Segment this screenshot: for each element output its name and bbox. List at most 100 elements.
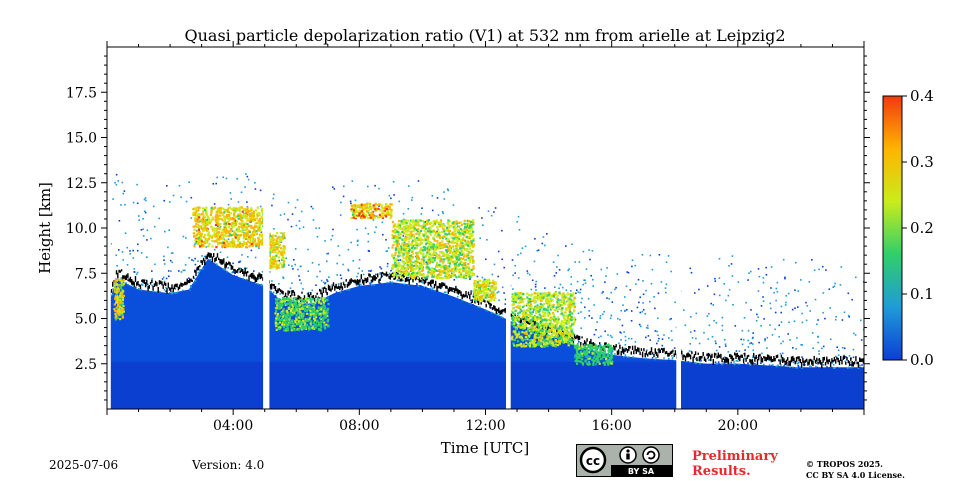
speckle-point [283,213,286,215]
depol-cell [429,271,432,274]
depol-cell [435,219,438,222]
depol-cell [429,256,432,259]
depol-cell [236,230,239,233]
noise-mark [202,257,205,261]
depol-cell [210,236,214,239]
depol-cell [352,213,355,216]
depol-cell [479,298,482,301]
depol-cell [426,219,429,222]
depol-cell [423,227,426,230]
depol-cell [238,236,241,239]
speckle-point [163,255,165,258]
speckle-point [796,337,798,339]
noise-mark [785,359,788,365]
depol-cell [446,226,449,229]
depol-cell [420,238,424,241]
speckle-point [695,337,697,340]
depol-cell [398,227,401,230]
noise-mark [845,361,847,365]
speckle-point [763,363,765,366]
speckle-point [743,317,746,319]
speckle-point [298,227,301,230]
noise-mark [824,361,827,366]
depol-cell [445,276,448,279]
depol-cell [268,232,271,235]
speckle-point [857,367,860,369]
depol-cell [528,310,531,313]
depol-cell [490,281,493,285]
speckle-point [584,306,586,309]
depol-cell [198,231,201,234]
speckle-point [797,362,799,365]
noise-mark [624,349,626,352]
speckle-point [227,203,230,206]
speckle-point [290,225,293,228]
speckle-point [718,294,721,297]
depol-cell [394,254,397,257]
depol-cell [494,283,497,286]
depol-cell [468,276,471,279]
speckle-point [689,267,692,270]
noise-mark [189,278,191,284]
depol-cell [469,244,472,248]
speckle-point [420,263,423,265]
noise-mark [802,357,804,363]
depol-cell [570,329,573,332]
speckle-point [501,229,503,232]
speckle-point [671,358,674,360]
depol-cell [207,232,210,235]
depol-cell [526,338,529,341]
speckle-point [541,242,544,245]
noise-mark [498,307,500,313]
depol-cell [572,299,575,302]
depol-cell [519,301,522,304]
depol-cell [279,262,282,265]
depol-cell [461,232,464,235]
speckle-point [690,331,692,333]
speckle-point [132,249,134,252]
depol-cell [392,274,395,277]
speckle-point [785,295,788,297]
depol-cell [202,241,205,244]
speckle-point [749,342,751,345]
depol-cell [275,239,278,242]
noise-mark [336,286,338,290]
noise-mark [483,298,485,302]
speckle-point [151,284,153,287]
depol-cell [464,228,467,231]
chart-title: Quasi particle depolarization ratio (V1)… [184,26,785,45]
depol-cell [255,217,258,220]
depol-cell [194,239,197,242]
speckle-point [502,316,504,319]
speckle-point [402,235,405,237]
speckle-point [730,361,732,364]
speckle-point [381,221,384,224]
speckle-point [431,194,434,197]
speckle-point [368,282,371,284]
depol-cell [204,240,207,243]
depol-cell [244,228,247,231]
depol-cell [417,243,421,246]
speckle-point [654,307,656,310]
speckle-point [358,259,361,261]
speckle-point [609,334,612,337]
depol-cell [444,244,447,247]
speckle-point [700,360,702,362]
depol-cell [374,208,377,211]
depol-cell [454,234,457,237]
speckle-point [743,363,745,365]
speckle-point [403,241,406,244]
depol-cell [196,230,199,233]
depol-cell [282,255,285,258]
depol-cell [511,299,514,302]
depol-cell [278,263,281,266]
noise-mark [399,278,402,282]
depol-cell [272,256,276,259]
noise-mark [185,281,187,286]
depol-cell [391,220,395,224]
depol-cell [242,228,245,231]
depol-cell [573,310,576,313]
depol-cell [436,274,439,277]
speckle-point [562,286,564,289]
noise-mark [857,361,860,368]
